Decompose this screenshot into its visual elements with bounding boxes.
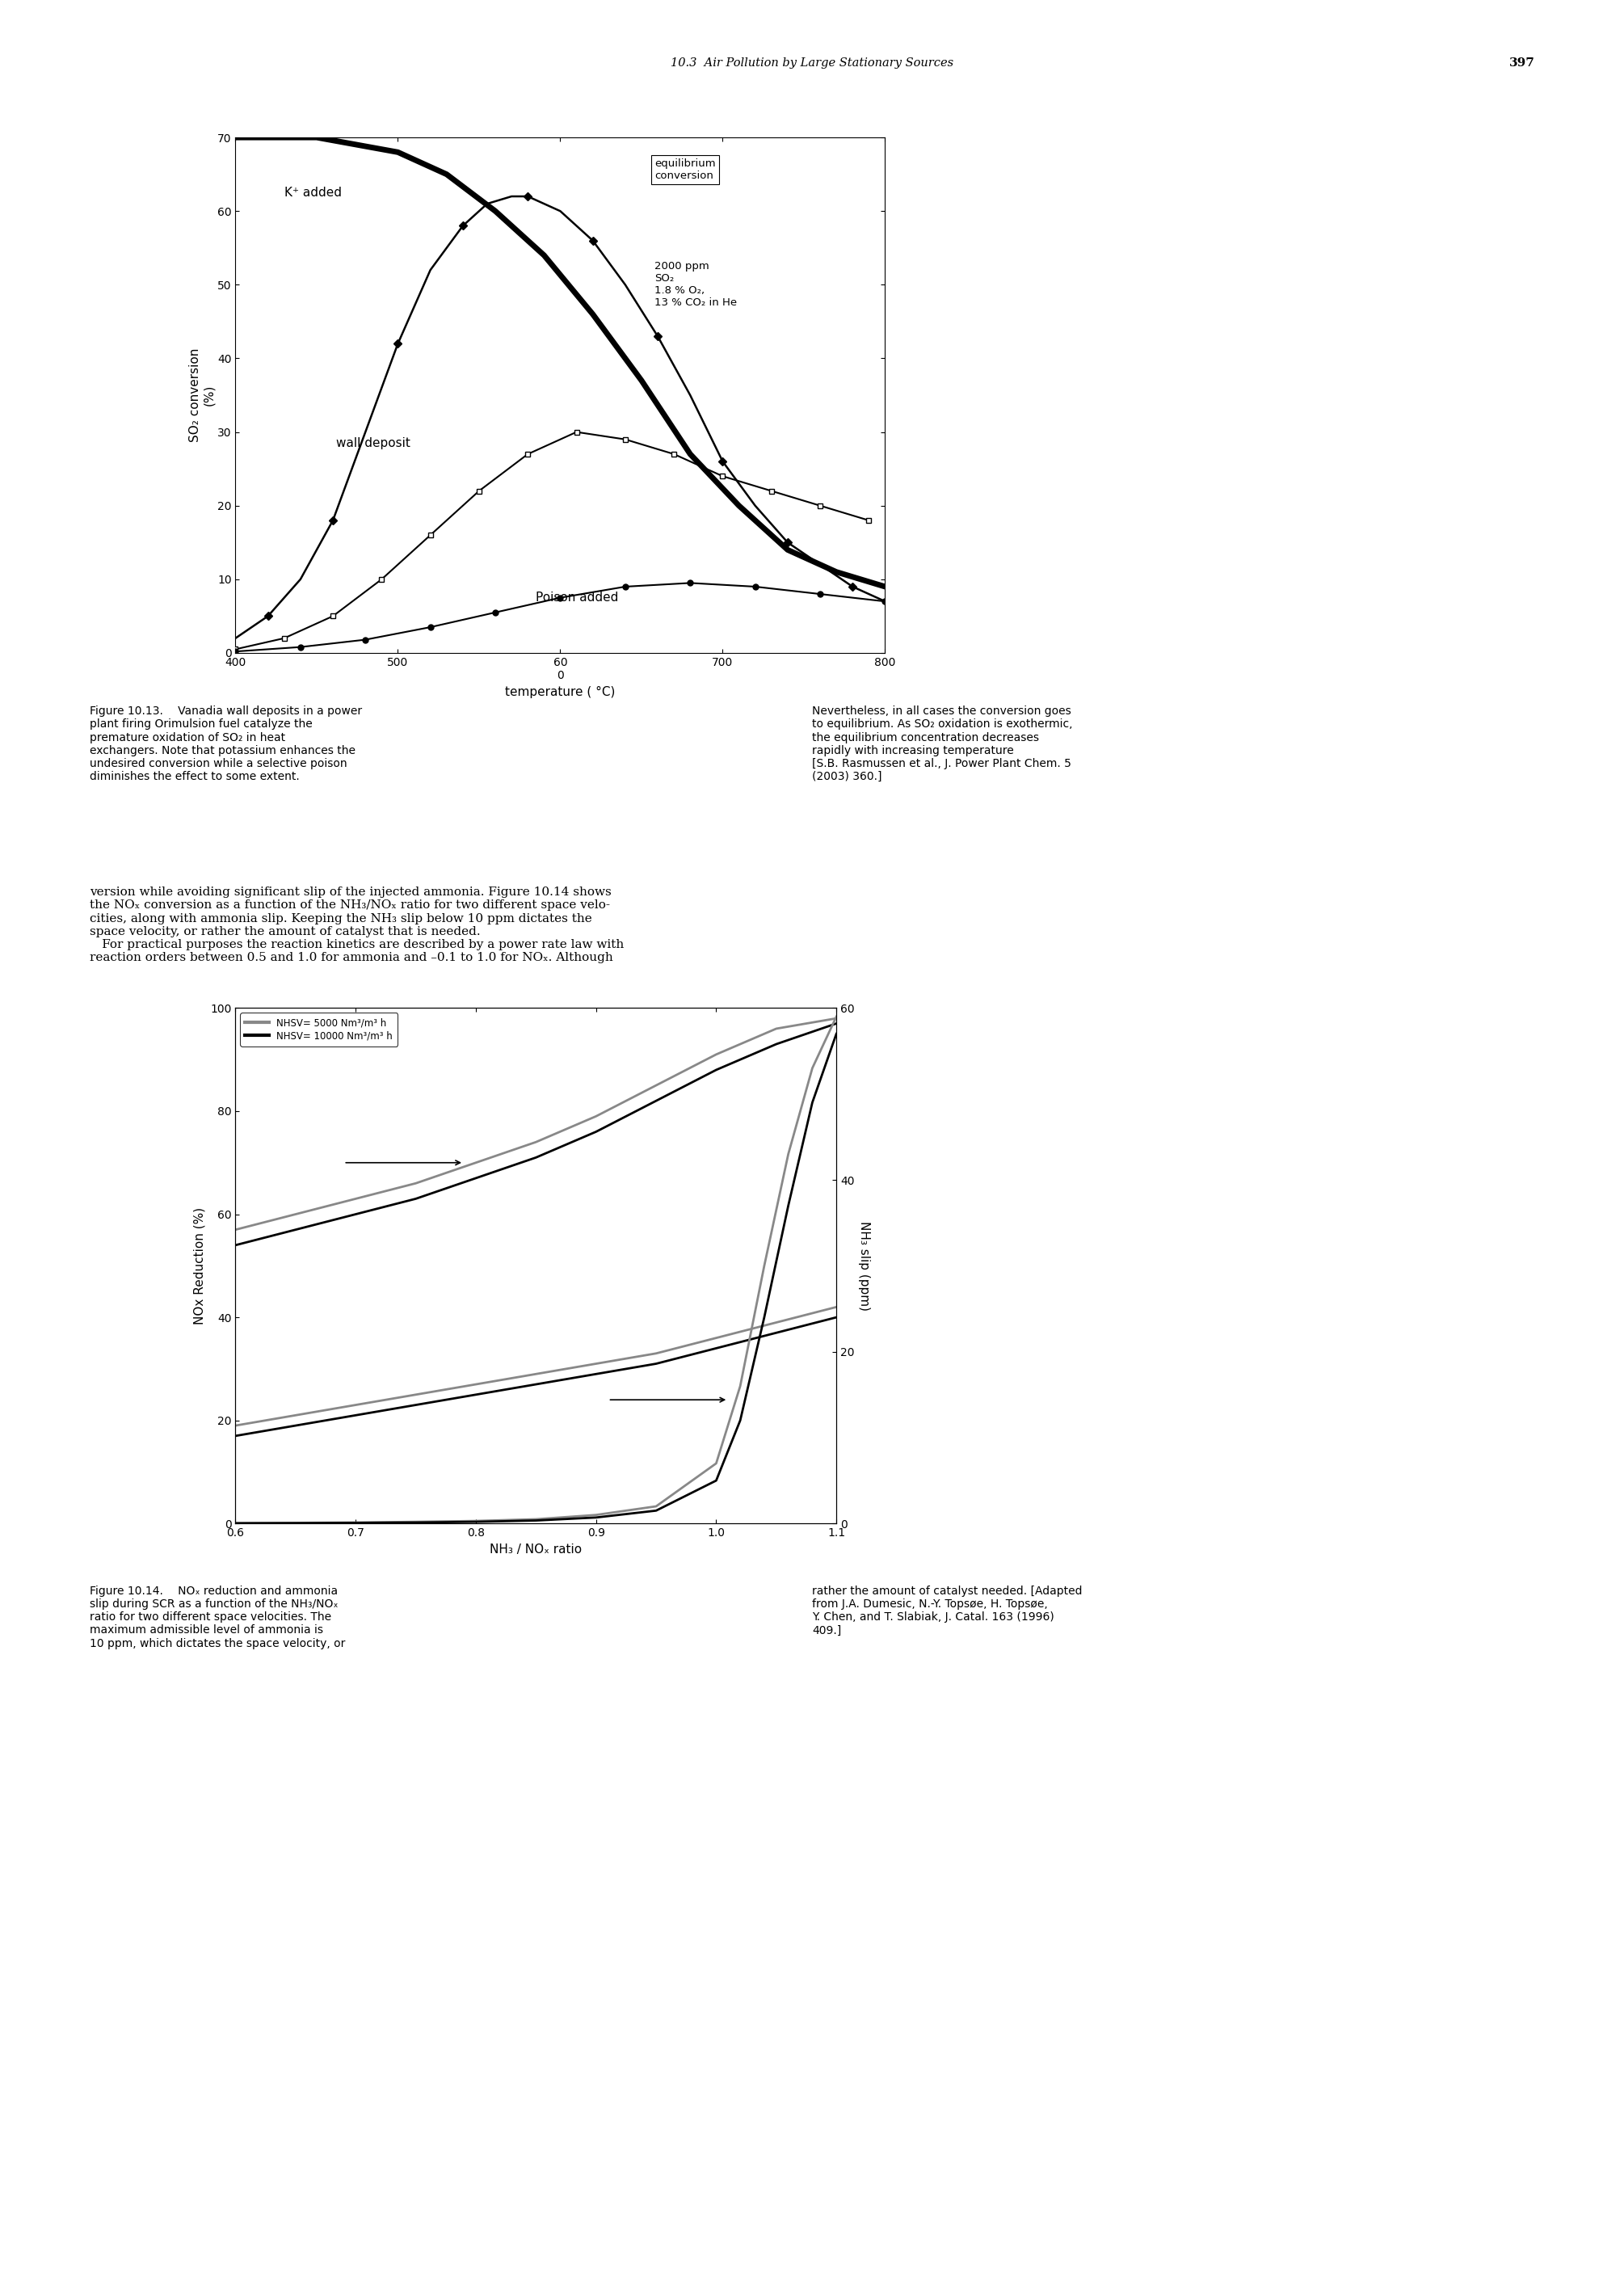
Text: Poison added: Poison added <box>536 591 619 605</box>
Text: equilibrium
conversion: equilibrium conversion <box>654 158 716 181</box>
Text: Nevertheless, in all cases the conversion goes
to equilibrium. As SO₂ oxidation : Nevertheless, in all cases the conversio… <box>812 706 1072 784</box>
X-axis label: NH₃ / NOₓ ratio: NH₃ / NOₓ ratio <box>490 1544 581 1556</box>
Text: K⁺ added: K⁺ added <box>284 186 341 199</box>
Y-axis label: NOx Reduction (%): NOx Reduction (%) <box>193 1207 206 1324</box>
Legend: NHSV= 5000 Nm³/m³ h, NHSV= 10000 Nm³/m³ h: NHSV= 5000 Nm³/m³ h, NHSV= 10000 Nm³/m³ … <box>240 1013 398 1047</box>
Text: 10.3  Air Pollution by Large Stationary Sources: 10.3 Air Pollution by Large Stationary S… <box>671 57 953 69</box>
Y-axis label: NH₃ slip (ppm): NH₃ slip (ppm) <box>857 1221 870 1310</box>
Text: 2000 ppm
SO₂
1.8 % O₂,
13 % CO₂ in He: 2000 ppm SO₂ 1.8 % O₂, 13 % CO₂ in He <box>654 261 737 307</box>
X-axis label: temperature ( °C): temperature ( °C) <box>505 685 615 699</box>
Y-axis label: SO₂ conversion
(%): SO₂ conversion (%) <box>188 348 214 442</box>
Text: 397: 397 <box>1509 57 1535 69</box>
Text: Figure 10.14.  NOₓ reduction and ammonia
slip during SCR as a function of the NH: Figure 10.14. NOₓ reduction and ammonia … <box>89 1585 344 1650</box>
Text: Figure 10.13.  Vanadia wall deposits in a power
plant firing Orimulsion fuel cat: Figure 10.13. Vanadia wall deposits in a… <box>89 706 362 784</box>
Text: wall deposit: wall deposit <box>336 438 411 449</box>
Text: version while avoiding significant slip of the injected ammonia. Figure 10.14 sh: version while avoiding significant slip … <box>89 887 624 965</box>
Text: rather the amount of catalyst needed. [Adapted
from J.A. Dumesic, N.-Y. Topsøe, : rather the amount of catalyst needed. [A… <box>812 1585 1082 1636</box>
